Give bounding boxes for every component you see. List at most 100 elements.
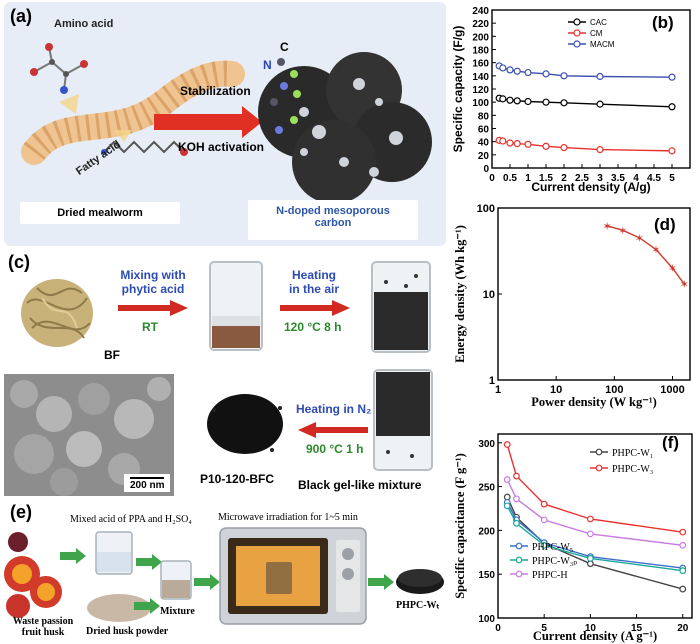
- data-point: [540, 541, 548, 549]
- panel-tag: (d): [654, 215, 676, 234]
- beaker-3-image: [373, 369, 433, 471]
- y-tick-label: 220: [472, 19, 489, 30]
- data-point: [503, 502, 511, 510]
- x-tick-label: 15: [631, 623, 643, 634]
- data-point: [668, 147, 676, 155]
- beaker-2-image: [371, 261, 431, 353]
- data-point: [503, 441, 511, 448]
- step2-line1: Heating: [291, 268, 336, 282]
- y-tick-label: 240: [472, 6, 489, 17]
- y-tick-label: 40: [478, 138, 490, 149]
- x-tick-label: 10: [550, 384, 562, 396]
- data-point: [596, 72, 604, 81]
- x-tick-label: 10: [585, 623, 597, 634]
- step2-condition: 120 °C 8 h: [284, 320, 342, 334]
- y-tick-label: 80: [478, 111, 490, 122]
- data-point: [586, 530, 594, 538]
- step2-line2: in the air: [288, 282, 339, 296]
- series-line: [506, 479, 683, 546]
- atom-n-label: N: [263, 58, 272, 72]
- y-tick-label: 120: [472, 85, 489, 96]
- x-axis-label: Current density (A g⁻¹): [533, 629, 657, 643]
- y-axis-label: Specific capacitance (F g⁻¹): [453, 453, 467, 599]
- y-tick-label: 200: [472, 32, 489, 43]
- data-point: [560, 72, 568, 80]
- waste-label: Waste passion fruit husk: [6, 616, 80, 638]
- dried-mealworm-box: Dried mealworm: [20, 202, 180, 224]
- y-tick-label: 160: [472, 59, 489, 70]
- microwave-image: [219, 527, 367, 625]
- data-point: [679, 567, 687, 575]
- data-point: [524, 140, 532, 148]
- data-point: [679, 585, 687, 593]
- y-tick-label: 180: [472, 46, 489, 57]
- data-point: [596, 145, 604, 154]
- x-tick-label: 20: [677, 623, 689, 634]
- legend-label: CM: [590, 29, 603, 38]
- y-tick-label: 10: [483, 289, 495, 301]
- data-point: [506, 96, 514, 104]
- product-powder-image: [207, 394, 283, 454]
- beaker-1-image: [209, 261, 263, 351]
- x-tick-label: 3: [597, 173, 603, 184]
- y-tick-label: 1: [489, 375, 495, 387]
- bf-fiber-image: [21, 279, 93, 347]
- mixture-beaker-image: [160, 560, 192, 600]
- data-point: [506, 139, 514, 147]
- data-point: [524, 68, 532, 77]
- data-point: [540, 500, 548, 508]
- data-point: [513, 97, 521, 105]
- green-arrow-2: [136, 554, 162, 570]
- acid-label: Mixed acid of PPA and H₂SO₄: [70, 514, 192, 525]
- step1-text: Mixing with phytic acid: [108, 268, 198, 296]
- x-tick-label: 5: [541, 623, 547, 634]
- product-label-line2: carbon: [314, 217, 352, 229]
- x-axis-label: Power density (W kg⁻¹): [531, 395, 657, 409]
- carbon-particles: [258, 52, 432, 204]
- y-tick-label: 100: [477, 203, 495, 215]
- y-tick-label: 20: [478, 151, 490, 162]
- legend-marker: [515, 556, 523, 564]
- mixture-label: Black gel-like mixture: [298, 478, 422, 492]
- green-arrow-4: [194, 574, 220, 590]
- product-label-e: PHPC-Wₜ: [396, 600, 440, 611]
- pointer-amino: [59, 94, 79, 114]
- step1-condition: RT: [142, 320, 158, 334]
- data-point: [586, 555, 594, 562]
- legend-marker: [515, 570, 523, 578]
- data-point: [513, 140, 521, 148]
- data-point: [542, 98, 550, 106]
- legend-marker: [515, 542, 523, 550]
- data-point: [513, 495, 520, 503]
- legend-label: PHPC-W₅: [532, 542, 573, 553]
- pointer-fatty: [114, 130, 132, 142]
- panel-c-tag: (c): [8, 252, 30, 272]
- y-tick-label: 100: [472, 98, 489, 109]
- x-tick-label: 1: [495, 384, 501, 396]
- passion-fruit-image: [4, 532, 62, 618]
- y-tick-label: 300: [478, 439, 495, 450]
- x-tick-label: 2.5: [575, 173, 589, 184]
- y-tick-label: 100: [478, 614, 495, 625]
- dried-powder-label: Dried husk powder: [86, 626, 169, 637]
- waste-label-line2: fruit husk: [21, 627, 65, 638]
- panel-e-tag: (e): [10, 502, 32, 522]
- atom-c-label: C: [280, 40, 289, 54]
- series-line: [506, 444, 683, 533]
- data-point: ✶: [602, 221, 611, 233]
- step1-line2: phytic acid: [121, 282, 185, 296]
- x-tick-label: 0.5: [503, 173, 517, 184]
- data-point: [506, 66, 514, 74]
- data-point: [679, 541, 687, 549]
- legend-marker: [595, 448, 603, 456]
- green-arrow-1: [60, 548, 86, 564]
- sem-image: [4, 374, 174, 496]
- panel-a-tag: (a): [10, 6, 32, 26]
- waste-label-line1: Waste passion: [12, 616, 74, 627]
- data-point: [679, 528, 687, 536]
- step1-arrow: [118, 300, 188, 316]
- amino-acid-label: Amino acid: [54, 18, 114, 30]
- husk-powder-image: [87, 594, 151, 622]
- x-tick-label: 3.5: [611, 173, 625, 184]
